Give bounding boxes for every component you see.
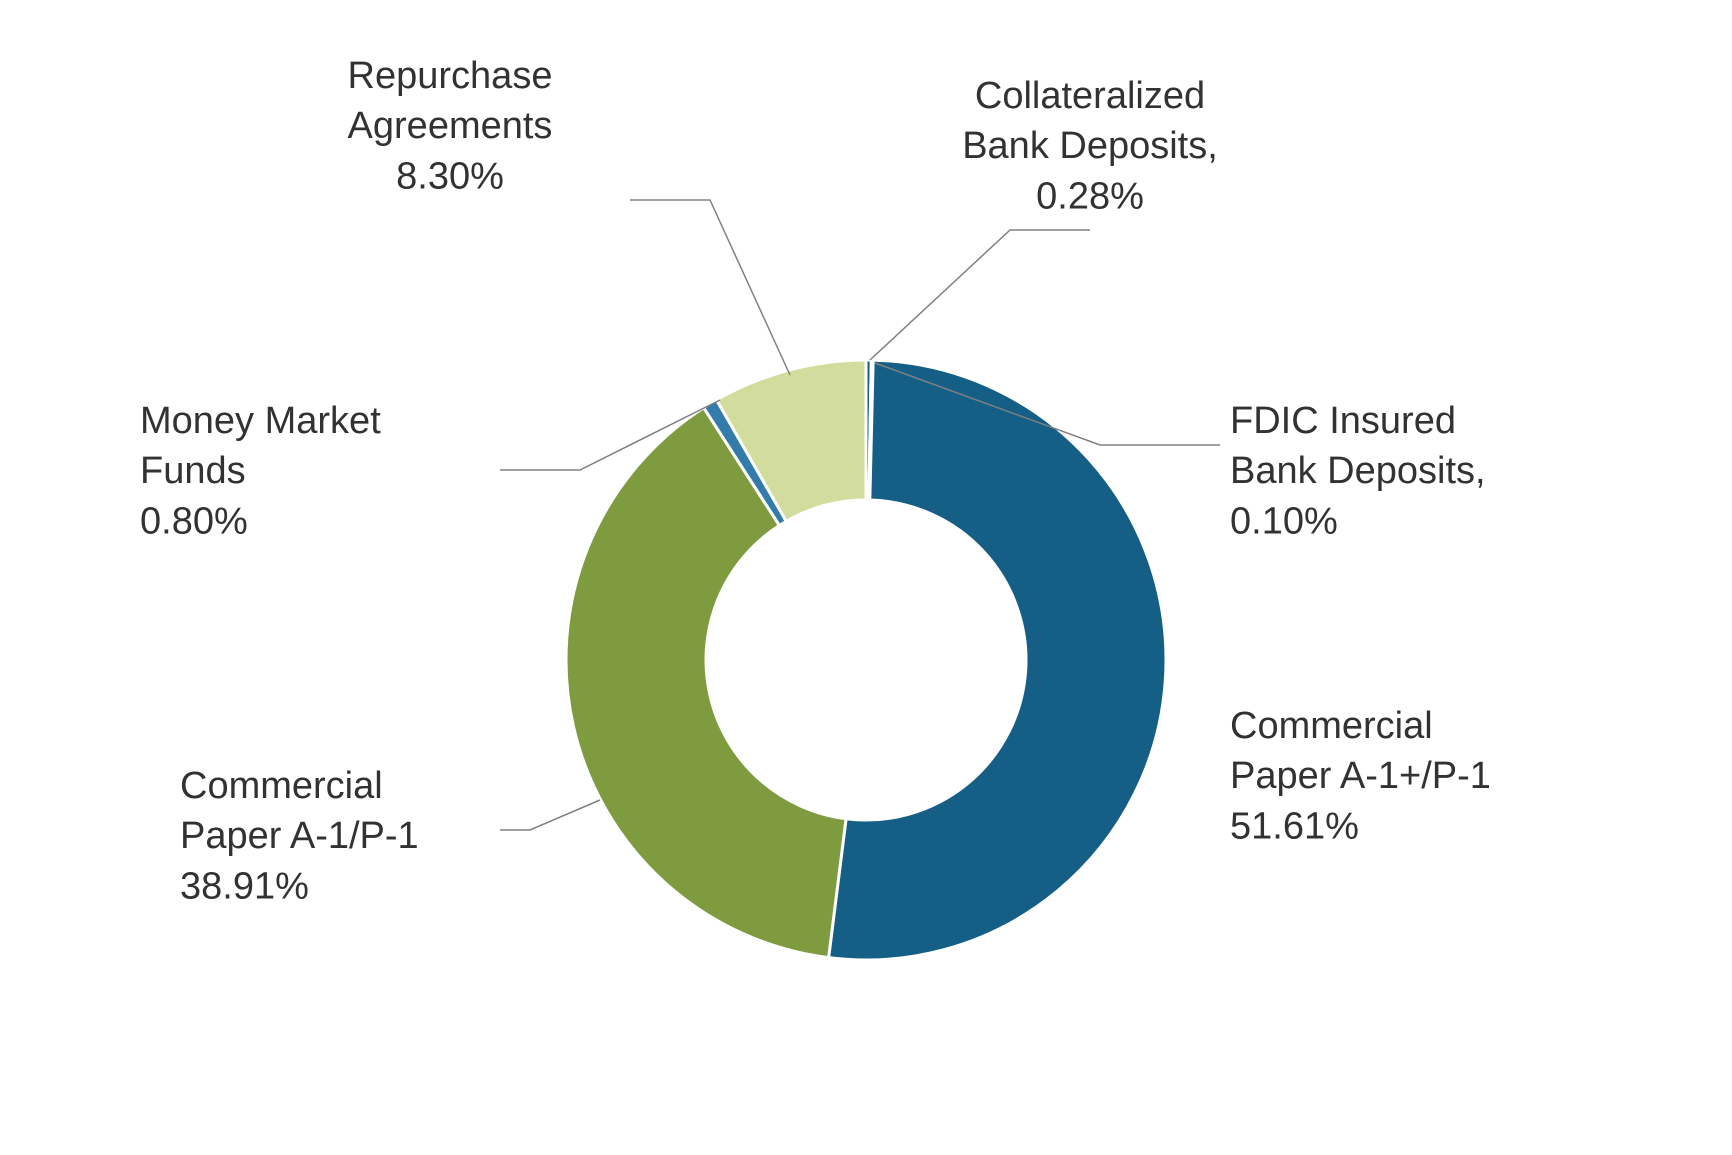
label-cp_a1plus: CommercialPaper A-1+/P-151.61% (1230, 705, 1491, 847)
label-repo: RepurchaseAgreements8.30% (348, 55, 553, 197)
label-collateralized: CollateralizedBank Deposits,0.28% (962, 75, 1218, 217)
donut-chart: CollateralizedBank Deposits,0.28% FDIC In… (0, 0, 1732, 1155)
donut-slices (566, 360, 1166, 960)
label-mmf: Money MarketFunds0.80% (140, 400, 381, 542)
leader-collateralized (870, 230, 1090, 360)
leader-cp_a1 (500, 800, 600, 830)
label-cp_a1: CommercialPaper A-1/P-138.91% (180, 765, 419, 907)
slice-cp_a1plus (829, 360, 1166, 960)
label-fdic: FDIC InsuredBank Deposits,0.10% (1230, 400, 1486, 542)
leader-repo (630, 200, 790, 375)
